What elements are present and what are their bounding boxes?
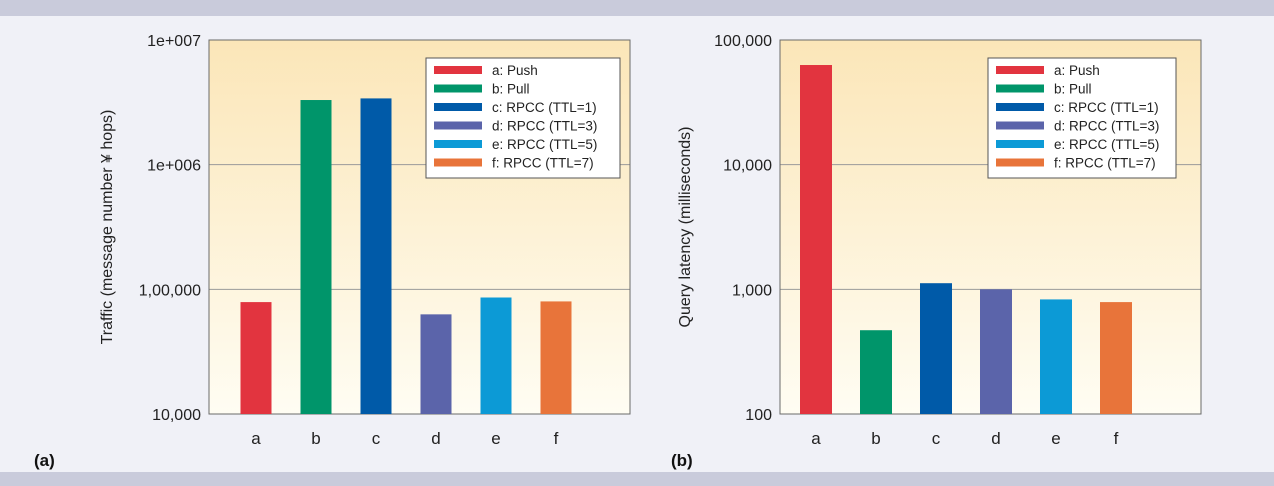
bar-e — [480, 297, 512, 414]
legend-entry: f: RPCC (TTL=7) — [1054, 156, 1156, 171]
panel-label: (a) — [34, 451, 55, 470]
legend-entry: a: Push — [1054, 63, 1100, 78]
y-tick-label: 100,000 — [714, 33, 772, 50]
y-tick-label: 1,00,000 — [139, 282, 201, 299]
bar-c — [360, 98, 392, 414]
legend-swatch — [434, 121, 482, 130]
bar-c — [920, 283, 952, 414]
bar-d — [420, 314, 452, 414]
x-tick-label: b — [311, 429, 320, 448]
legend-box — [425, 57, 621, 179]
legend-entry: b: Pull — [492, 82, 530, 97]
x-tick-label: d — [431, 429, 440, 448]
legend-entry: b: Pull — [1054, 82, 1092, 97]
bar-b — [300, 100, 332, 414]
plot-frame — [208, 39, 631, 415]
legend-swatch — [996, 103, 1044, 111]
legend-swatch — [434, 103, 482, 111]
legend-swatch — [996, 158, 1044, 167]
legend-entry: e: RPCC (TTL=5) — [492, 137, 597, 152]
bar-d — [980, 289, 1012, 414]
legend-entry: d: RPCC (TTL=3) — [492, 119, 597, 134]
legend-swatch — [434, 66, 482, 74]
y-tick-label: 1,000 — [732, 282, 772, 299]
legend-swatch — [996, 66, 1044, 74]
legend-swatch — [434, 158, 482, 167]
y-tick-label: 1e+006 — [147, 158, 201, 175]
legend-entry: a: Push — [492, 63, 538, 78]
bar-b — [860, 330, 892, 414]
legend-box — [987, 57, 1177, 179]
legend-entry: c: RPCC (TTL=1) — [492, 100, 597, 115]
x-tick-label: c — [932, 429, 941, 448]
legend-entry: f: RPCC (TTL=7) — [492, 156, 594, 171]
bar-e — [1040, 299, 1072, 414]
legend-entry: d: RPCC (TTL=3) — [1054, 119, 1159, 134]
legend-entry: c: RPCC (TTL=1) — [1054, 100, 1159, 115]
chart-panel-a: 10,000 1,00,000 1e+006 1e+007 a b c d e f Traffic … — [34, 33, 631, 470]
x-tick-label: b — [871, 429, 880, 448]
panel-label: (b) — [671, 451, 693, 470]
x-tick-label: f — [1114, 429, 1119, 448]
bottom-band — [0, 472, 1274, 486]
y-tick-label: 1e+007 — [147, 33, 201, 50]
bar-f — [1100, 302, 1132, 414]
y-tick-label: 100 — [745, 407, 772, 424]
y-tick-label: 10,000 — [152, 407, 201, 424]
y-axis-label: Query latency (milliseconds) — [677, 127, 694, 328]
legend: a: Push b: Pull c: RPCC (TTL=1) d: RPCC (TT… — [987, 57, 1177, 179]
bar-a — [800, 65, 832, 415]
y-tick-label: 10,000 — [723, 158, 772, 175]
legend-swatch — [434, 140, 482, 148]
y-axis-label: Traffic (message number ¥ hops) — [99, 110, 116, 345]
chart-panel-b: 100 1,000 10,000 100,000 a b c d e f Query latency… — [671, 33, 1202, 470]
x-tick-label: c — [372, 429, 381, 448]
x-tick-label: e — [491, 429, 500, 448]
x-tick-label: a — [811, 429, 821, 448]
bar-f — [540, 301, 572, 414]
x-tick-label: e — [1051, 429, 1060, 448]
legend: a: Push b: Pull c: RPCC (TTL=1) d: RPCC (TT… — [425, 57, 621, 179]
top-band — [0, 0, 1274, 16]
x-tick-label: f — [554, 429, 559, 448]
legend-entry: e: RPCC (TTL=5) — [1054, 137, 1159, 152]
x-tick-label: d — [991, 429, 1000, 448]
legend-swatch — [996, 140, 1044, 148]
bar-a — [240, 302, 272, 414]
x-tick-label: a — [251, 429, 261, 448]
legend-swatch — [996, 121, 1044, 130]
legend-swatch — [996, 84, 1044, 93]
legend-swatch — [434, 84, 482, 93]
